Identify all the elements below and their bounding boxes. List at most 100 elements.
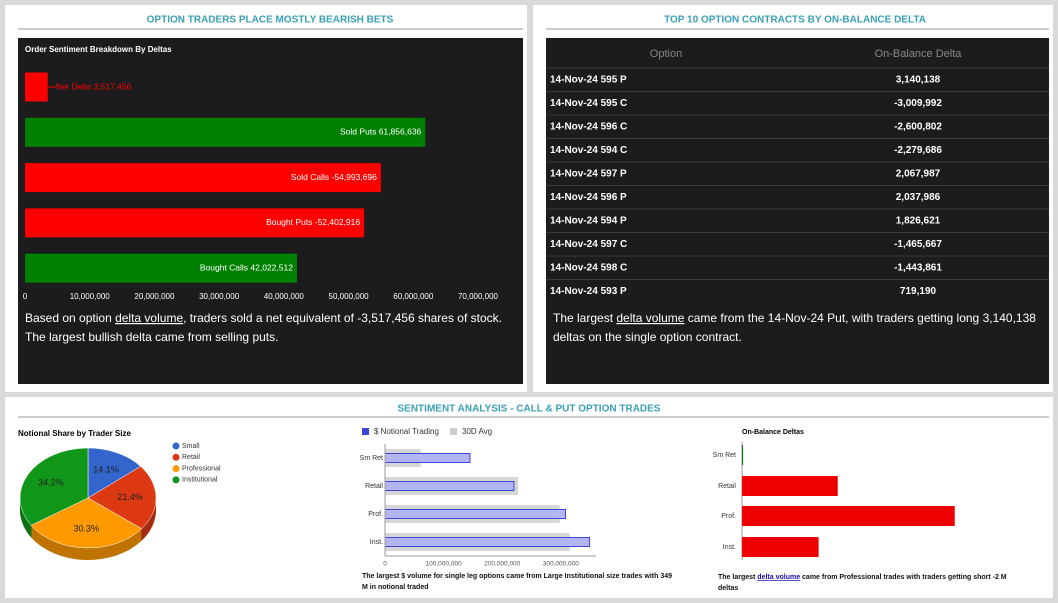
x-tick-label: 50,000,000 bbox=[329, 292, 370, 301]
note-text: , traders sold a net equivalent of -3,51… bbox=[183, 311, 502, 325]
legend-swatch bbox=[172, 465, 180, 473]
note-text: came from the 14-Nov-24 Put, with trader… bbox=[684, 311, 1036, 325]
x-tick-label: 0 bbox=[383, 561, 387, 568]
table-cell: 14-Nov-24 597 P bbox=[550, 169, 627, 180]
bar bbox=[25, 72, 48, 102]
bar bbox=[742, 537, 819, 557]
slice bbox=[87, 447, 142, 499]
chart-title: Order Sentiment Breakdown By Deltas bbox=[25, 45, 172, 54]
x-tick-label: 30,000,000 bbox=[199, 292, 240, 301]
y-tick-label: Sm Ret bbox=[360, 455, 383, 462]
legend-label: Small bbox=[182, 443, 200, 450]
note-link[interactable]: delta volume bbox=[616, 311, 684, 325]
y-tick-label: Retail bbox=[718, 483, 736, 490]
legend-label: 30D Avg bbox=[462, 427, 492, 436]
slice bbox=[30, 497, 143, 549]
table-bg bbox=[546, 38, 1049, 384]
bar bbox=[384, 481, 515, 491]
x-tick-label: 40,000,000 bbox=[264, 292, 305, 301]
bar bbox=[25, 208, 365, 238]
slice-label: 34.2% bbox=[38, 478, 64, 488]
value-label: Bought Puts -52,402,916 bbox=[266, 217, 360, 227]
table-cell: -2,600,802 bbox=[894, 122, 942, 133]
legend-swatch bbox=[172, 453, 180, 461]
y-tick-label: Inst. bbox=[723, 544, 736, 551]
table-cell: 14-Nov-24 596 C bbox=[550, 122, 627, 133]
y-tick-label: Prof. bbox=[721, 513, 736, 520]
note: The largest $ volume for single leg opti… bbox=[362, 573, 674, 591]
note: Based on option delta volume, traders so… bbox=[25, 311, 502, 325]
y-tick-label: Sm Ret bbox=[713, 452, 736, 459]
table-cell: 14-Nov-24 595 P bbox=[550, 75, 627, 86]
legend-swatch bbox=[172, 476, 180, 484]
slice bbox=[87, 466, 157, 529]
note-text: came from Professional trades with trade… bbox=[800, 574, 1007, 581]
value-label: Bought Calls 42,022,512 bbox=[200, 262, 293, 272]
y-tick-label: Prof. bbox=[368, 511, 383, 518]
note-link[interactable]: delta volume bbox=[115, 311, 183, 325]
bar bbox=[25, 117, 426, 147]
note-text: The largest bbox=[718, 574, 757, 581]
table-cell: 3,140,138 bbox=[896, 75, 941, 86]
bar bbox=[25, 253, 297, 283]
note: The largest delta volume came from Profe… bbox=[718, 574, 1007, 581]
panel-title: OPTION TRADERS PLACE MOSTLY BEARISH BETS bbox=[147, 15, 394, 26]
note: The largest bullish delta came from sell… bbox=[25, 330, 278, 344]
table-cell: -1,465,667 bbox=[894, 239, 942, 250]
slice-label: 30.3% bbox=[74, 523, 100, 533]
chart-title: Notional Share by Trader Size bbox=[18, 429, 131, 438]
table-cell: 14-Nov-24 595 C bbox=[550, 98, 627, 109]
value-label: Net Delta 3,517,456 bbox=[56, 81, 132, 91]
table-cell: 14-Nov-24 593 P bbox=[550, 286, 627, 297]
bar bbox=[384, 509, 567, 519]
table-cell: -3,009,992 bbox=[894, 98, 942, 109]
bar bbox=[384, 537, 591, 547]
legend-label: Institutional bbox=[182, 477, 218, 484]
y-tick-label: Inst. bbox=[370, 539, 383, 546]
note: deltas bbox=[718, 585, 738, 592]
panel-title: SENTIMENT ANALYSIS - CALL & PUT OPTION T… bbox=[398, 404, 661, 415]
legend-swatch bbox=[172, 442, 180, 450]
bar bbox=[25, 163, 381, 193]
bar bbox=[384, 453, 471, 463]
legend-label: $ Notional Trading bbox=[374, 427, 439, 436]
table-cell: 2,067,987 bbox=[896, 169, 941, 180]
legend-swatch bbox=[450, 428, 457, 435]
note-text: The largest bbox=[553, 311, 616, 325]
note-line: M in notional traded bbox=[362, 584, 429, 591]
legend-label: Retail bbox=[182, 454, 200, 461]
slice bbox=[19, 447, 89, 526]
note-text: Based on option bbox=[25, 311, 115, 325]
table-cell: -2,279,686 bbox=[894, 145, 942, 156]
note: deltas on the single option contract. bbox=[553, 330, 742, 344]
bar bbox=[742, 506, 955, 526]
value-label: Sold Puts 61,856,636 bbox=[340, 127, 422, 137]
note-link[interactable]: delta volume bbox=[757, 574, 800, 581]
x-tick-label: 100,000,000 bbox=[426, 561, 463, 568]
table-cell: -1,443,861 bbox=[894, 263, 942, 274]
table-cell: 14-Nov-24 594 C bbox=[550, 145, 627, 156]
note: The largest delta volume came from the 1… bbox=[553, 311, 1036, 325]
value-label: Sold Calls -54,993,696 bbox=[291, 172, 377, 182]
table-cell: 14-Nov-24 597 C bbox=[550, 239, 627, 250]
table-header: Option bbox=[650, 48, 682, 60]
table-header: On-Balance Delta bbox=[875, 48, 963, 60]
x-tick-label: 60,000,000 bbox=[393, 292, 434, 301]
x-tick-label: 0 bbox=[23, 292, 28, 301]
x-tick-label: 10,000,000 bbox=[70, 292, 111, 301]
slice-label: 21.4% bbox=[117, 492, 143, 502]
note-line: The largest $ volume for single leg opti… bbox=[362, 573, 674, 580]
slice-label: 14.1% bbox=[93, 464, 119, 474]
x-tick-label: 20,000,000 bbox=[134, 292, 175, 301]
x-tick-label: 70,000,000 bbox=[458, 292, 499, 301]
y-tick-label: Retail bbox=[365, 483, 383, 490]
table-cell: 2,037,986 bbox=[896, 192, 941, 203]
table-cell: 14-Nov-24 594 P bbox=[550, 216, 627, 227]
bar bbox=[742, 476, 838, 496]
panel bbox=[5, 397, 1053, 598]
table-cell: 14-Nov-24 598 C bbox=[550, 263, 627, 274]
table-cell: 14-Nov-24 596 P bbox=[550, 192, 627, 203]
x-tick-label: 300,000,000 bbox=[543, 561, 580, 568]
table-cell: 719,190 bbox=[900, 286, 937, 297]
